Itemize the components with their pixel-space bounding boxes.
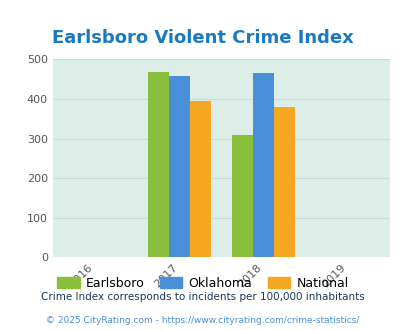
Bar: [273, 107, 294, 257]
Text: Earlsboro Violent Crime Index: Earlsboro Violent Crime Index: [52, 29, 353, 47]
Bar: [189, 101, 210, 257]
Bar: [147, 72, 168, 257]
Bar: [231, 135, 252, 257]
Bar: [168, 77, 189, 257]
Text: © 2025 CityRating.com - https://www.cityrating.com/crime-statistics/: © 2025 CityRating.com - https://www.city…: [46, 315, 359, 325]
Bar: [252, 73, 273, 257]
Text: Crime Index corresponds to incidents per 100,000 inhabitants: Crime Index corresponds to incidents per…: [41, 292, 364, 302]
Legend: Earlsboro, Oklahoma, National: Earlsboro, Oklahoma, National: [52, 272, 353, 295]
